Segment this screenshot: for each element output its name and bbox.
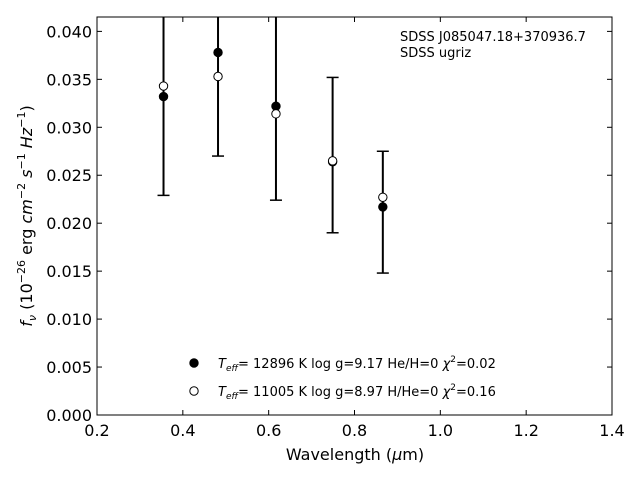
x-tick-label: 0.4 <box>170 421 195 440</box>
legend: Teff= 12896 K log g=9.17 He/H=0 χ2=0.02 … <box>189 355 496 402</box>
y-tick-label: 0.035 <box>46 70 92 89</box>
legend-label-1: Teff= 12896 K log g=9.17 He/H=0 χ2=0.02 <box>218 355 496 374</box>
model-point-filled <box>158 91 169 102</box>
legend-marker-open <box>189 386 199 396</box>
model-point-open <box>158 81 169 91</box>
y-tick-label: 0.030 <box>46 118 92 137</box>
model-point-filled <box>378 202 388 212</box>
model-point-open <box>327 156 338 166</box>
x-tick-label: 0.8 <box>342 421 367 440</box>
y-tick-label: 0.020 <box>46 214 92 233</box>
legend-label-2: Teff= 11005 K log g=8.97 H/He=0 χ2=0.16 <box>218 383 496 402</box>
data-markers <box>158 47 388 212</box>
legend-label-1-chi: =0.02 <box>456 357 496 372</box>
y-tick-label: 0.010 <box>46 310 92 329</box>
x-tick-label: 0.6 <box>256 421 281 440</box>
data-source: SDSS ugriz <box>400 46 471 61</box>
model-point-filled <box>213 47 223 58</box>
x-tick-label: 0.2 <box>84 421 109 440</box>
x-tick-label: 1.2 <box>513 421 538 440</box>
y-tick-label: 0.040 <box>46 22 92 41</box>
x-tick-label: 1.0 <box>428 421 453 440</box>
legend-label-2-text: = 11005 K log g=8.97 H/He=0 <box>238 385 443 400</box>
legend-label-2-chi: =0.16 <box>456 385 496 400</box>
legend-label-1-text: = 12896 K log g=9.17 He/H=0 <box>238 357 443 372</box>
y-axis-label: fν (10−26 erg cm−2 s−1 Hz−1) <box>15 105 39 326</box>
model-point-filled <box>271 101 281 111</box>
y-axis-ticks: 0.000 0.005 0.010 0.015 0.020 0.025 0.030 0.035… <box>46 22 612 425</box>
model-point-open <box>271 109 281 119</box>
x-tick-label: 1.4 <box>599 421 624 440</box>
x-axis-label: Wavelength (μm) <box>286 445 424 464</box>
x-axis-ticks: 0.2 0.4 0.6 0.8 1.0 1.2 1.4 <box>84 17 625 440</box>
y-tick-label: 0.000 <box>46 406 92 425</box>
y-tick-label: 0.005 <box>46 358 92 377</box>
y-tick-label: 0.015 <box>46 262 92 281</box>
y-tick-label: 0.025 <box>46 166 92 185</box>
model-point-open <box>213 71 223 82</box>
legend-marker-filled <box>189 358 199 368</box>
model-point-open <box>378 192 388 202</box>
object-name: SDSS J085047.18+370936.7 <box>400 30 586 45</box>
